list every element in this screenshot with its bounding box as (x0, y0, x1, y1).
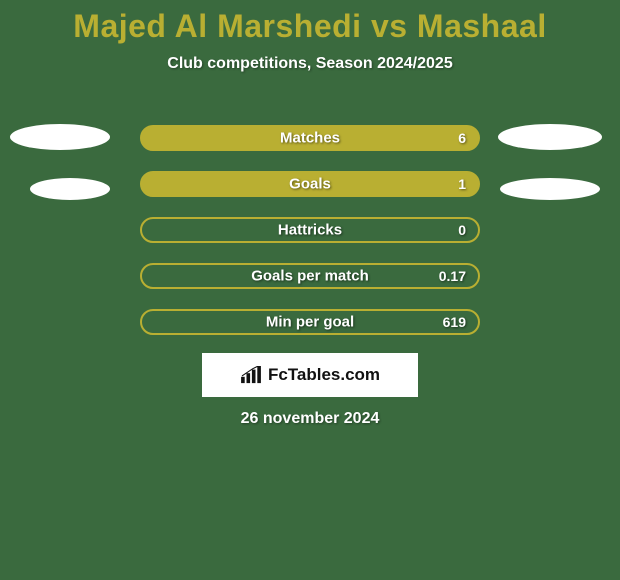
bar-row: Matches 6 (140, 125, 480, 151)
decorative-ellipse (10, 124, 110, 150)
bar-row: Goals 1 (140, 171, 480, 197)
bar-row: Hattricks 0 (140, 217, 480, 243)
bar-label: Min per goal (266, 314, 354, 331)
bar-value: 0 (458, 222, 466, 238)
bar-value: 1 (458, 176, 466, 192)
bar-value: 619 (443, 314, 466, 330)
logo-box: FcTables.com (202, 353, 418, 397)
logo-icon (240, 366, 262, 384)
bar-list: Matches 6 Goals 1 Hattricks 0 Goals per match 0… (140, 125, 480, 355)
subtitle: Club competitions, Season 2024/2025 (0, 55, 620, 73)
decorative-ellipse (30, 178, 110, 200)
bar-value: 6 (458, 130, 466, 146)
bar-row: Goals per match 0.17 (140, 263, 480, 289)
decorative-ellipse (498, 124, 602, 150)
bar-label: Hattricks (278, 222, 342, 239)
bar-label: Goals per match (251, 268, 369, 285)
logo-text: FcTables.com (268, 365, 380, 385)
date-line: 26 november 2024 (0, 410, 620, 428)
bar-row: Min per goal 619 (140, 309, 480, 335)
bar-label: Matches (280, 130, 340, 147)
bar-label: Goals (289, 176, 331, 193)
page-title: Majed Al Marshedi vs Mashaal (0, 0, 620, 45)
page-root: Majed Al Marshedi vs Mashaal Club compet… (0, 0, 620, 580)
bar-value: 0.17 (439, 268, 466, 284)
decorative-ellipse (500, 178, 600, 200)
